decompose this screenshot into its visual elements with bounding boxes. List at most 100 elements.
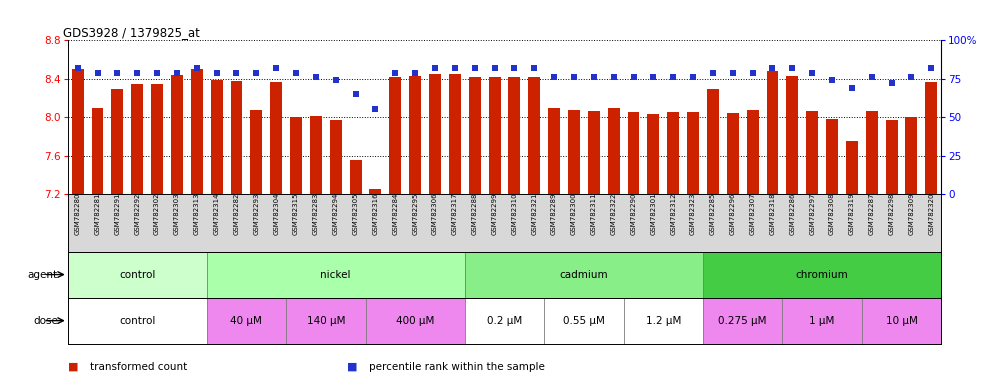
Point [864,74,879,80]
Bar [846,141,858,194]
Bar [250,110,262,194]
Bar [747,110,759,194]
Bar [707,89,719,194]
Bar [92,108,104,194]
Bar [112,89,124,194]
Point [685,74,701,80]
Point [785,65,801,71]
Bar [703,298,783,344]
Text: dose: dose [33,316,58,326]
Bar [544,298,623,344]
Bar [806,111,818,194]
Bar [568,110,580,194]
Text: ■: ■ [347,362,358,372]
Bar [429,74,441,194]
Bar [925,82,937,194]
Point [883,80,899,86]
Point [745,70,761,76]
Text: agent: agent [28,270,58,280]
Bar [230,81,242,194]
Bar [72,69,84,194]
Bar [623,298,703,344]
Bar [330,120,342,194]
Bar [767,71,779,194]
Point [427,65,443,71]
Point [467,65,483,71]
Bar [826,119,838,194]
Text: 1 μM: 1 μM [810,316,835,326]
Point [90,70,106,76]
Bar [191,69,203,194]
Point [228,70,244,76]
Point [169,70,185,76]
Bar [151,84,163,194]
Bar [350,160,362,194]
Text: 1.2 μM: 1.2 μM [645,316,681,326]
Bar [409,76,421,194]
Bar [727,113,739,194]
Point [725,70,741,76]
Bar [862,298,941,344]
Text: cadmium: cadmium [560,270,609,280]
Bar [389,77,401,194]
Point [506,65,522,71]
Bar [885,120,897,194]
Text: transformed count: transformed count [90,362,187,372]
Point [208,70,224,76]
Bar [627,112,639,194]
Bar [783,298,862,344]
Bar [270,82,282,194]
Text: chromium: chromium [796,270,849,280]
Text: control: control [120,316,155,326]
Bar [608,108,620,194]
Point [645,74,661,80]
Bar [687,112,699,194]
Text: 0.275 μM: 0.275 μM [718,316,767,326]
Point [129,70,145,76]
Bar [290,117,302,194]
Point [546,74,562,80]
Bar [866,111,877,194]
Point [606,74,622,80]
Point [566,74,582,80]
Point [308,74,324,80]
Text: nickel: nickel [321,270,351,280]
Bar [465,298,544,344]
Point [189,65,205,71]
Point [328,77,344,83]
Point [923,65,939,71]
Text: 0.55 μM: 0.55 μM [563,316,605,326]
Bar [207,298,286,344]
Bar [286,298,366,344]
Bar [207,252,465,298]
Point [804,70,820,76]
Bar [489,77,501,194]
Point [407,70,423,76]
Point [487,65,503,71]
Text: GDS3928 / 1379825_at: GDS3928 / 1379825_at [64,26,200,39]
Bar [588,111,600,194]
Point [387,70,403,76]
Point [248,70,264,76]
Text: 0.2 μM: 0.2 μM [487,316,522,326]
Bar [667,112,679,194]
Point [110,70,125,76]
Point [665,74,681,80]
Bar [787,76,798,194]
Bar [310,116,322,194]
Point [149,70,165,76]
Bar [703,252,941,298]
Bar [370,189,381,194]
Bar [647,114,659,194]
Bar [548,108,560,194]
Point [903,74,919,80]
Point [368,106,383,113]
Point [625,74,641,80]
Point [586,74,602,80]
Bar [131,84,143,194]
Text: 400 μM: 400 μM [396,316,434,326]
Point [824,77,840,83]
Text: percentile rank within the sample: percentile rank within the sample [369,362,545,372]
Bar [171,75,183,194]
Bar [465,252,703,298]
